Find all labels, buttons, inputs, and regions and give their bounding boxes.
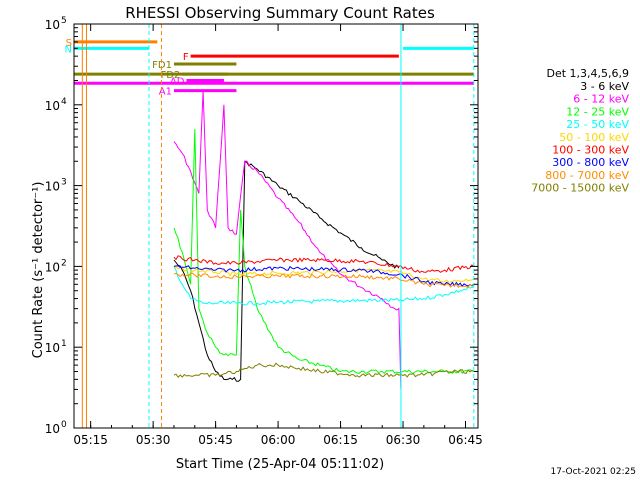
y-axis-label: Count Rate (s⁻¹ detector⁻¹) (31, 182, 46, 359)
flag-label-6: FD2 (160, 70, 180, 81)
series-line-4 (173, 266, 474, 306)
x-tick-label-1: 05:15 (73, 433, 108, 447)
series-line-2 (173, 90, 402, 390)
x-axis-label: Start Time (25-Apr-04 05:11:02) (176, 457, 384, 472)
series-line-8 (173, 272, 474, 289)
x-tick-label-2: 05:30 (136, 433, 171, 447)
vertical-lines-layer (81, 24, 475, 428)
chart-title: RHESSI Observing Summary Count Rates (125, 4, 435, 22)
x-tick-label-6: 06:30 (386, 433, 421, 447)
y-tick-label-4: 10 (45, 180, 60, 194)
flag-label-2: N (65, 44, 72, 55)
series-line-3 (173, 129, 474, 375)
y-tick-exp-3: 2 (61, 258, 67, 268)
legend-entry-3: 12 - 25 keV (566, 105, 629, 118)
y-tick-label-6: 10 (45, 18, 60, 32)
y-tick-label-2: 10 (45, 341, 60, 355)
date-stamp: 17-Oct-2021 02:25 (551, 467, 636, 477)
legend-title: Det 1,3,4,5,6,9 (546, 67, 629, 80)
series-line-1 (173, 160, 400, 382)
flag-label-1: S (66, 38, 72, 49)
flag-label-4: FD1 (152, 60, 172, 71)
plot-frame (73, 23, 479, 429)
series-line-9 (173, 362, 475, 378)
legend-entry-4: 25 - 50 keV (566, 118, 629, 131)
series-layer (173, 90, 475, 390)
y-tick-label-1: 10 (45, 422, 60, 436)
series-line-6 (173, 255, 475, 274)
legend-entry-9: 7000 - 15000 keV (531, 182, 629, 195)
y-tick-exp-5: 4 (61, 97, 67, 107)
x-tick-label-4: 06:00 (261, 433, 296, 447)
legend-entry-8: 800 - 7000 keV (545, 169, 629, 182)
y-tick-label-3: 10 (45, 260, 60, 274)
y-tick-exp-2: 1 (61, 339, 67, 349)
flag-label-3: F (183, 52, 189, 63)
y-tick-exp-1: 0 (61, 420, 67, 430)
legend-entry-6: 100 - 300 keV (552, 144, 629, 157)
x-tick-label-5: 06:15 (323, 433, 358, 447)
legend-entry-1: 3 - 6 keV (580, 80, 629, 93)
flag-label-9: A1 (159, 87, 172, 98)
series-line-7 (173, 265, 475, 288)
legend-entry-2: 6 - 12 keV (573, 93, 629, 106)
legend-entry-5: 50 - 100 keV (559, 131, 629, 144)
y-tick-exp-4: 3 (61, 178, 67, 188)
x-tick-label-3: 05:45 (198, 433, 233, 447)
x-tick-label-7: 06:45 (448, 433, 483, 447)
legend-entry-7: 300 - 800 keV (552, 156, 629, 169)
y-tick-label-5: 10 (45, 99, 60, 113)
flag-bars-layer: SNFFD1FD2ADA1 (65, 38, 474, 98)
y-tick-exp-6: 5 (61, 16, 67, 26)
